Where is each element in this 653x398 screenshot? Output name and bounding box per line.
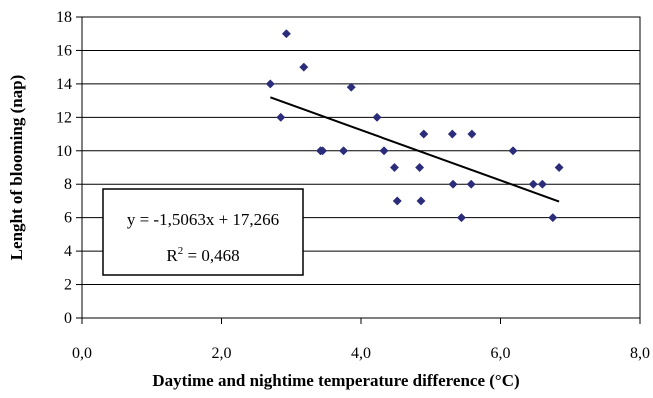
data-point bbox=[379, 146, 389, 156]
y-tick-label: 16 bbox=[56, 42, 72, 59]
x-tick-label: 0,0 bbox=[72, 345, 92, 362]
y-tick-label: 12 bbox=[56, 109, 72, 126]
data-point bbox=[466, 179, 476, 189]
data-point bbox=[318, 146, 328, 156]
y-tick-label: 2 bbox=[64, 277, 72, 294]
data-point bbox=[389, 162, 400, 173]
y-tick-label: 0 bbox=[64, 310, 72, 327]
data-point bbox=[554, 162, 564, 173]
y-tick-label: 8 bbox=[64, 176, 72, 193]
y-axis-title: Lenght of blooming (nap) bbox=[7, 75, 26, 261]
y-tick-label: 18 bbox=[56, 9, 72, 26]
y-tick-label: 6 bbox=[64, 210, 72, 227]
data-point bbox=[528, 179, 538, 189]
equation-box-frame bbox=[102, 188, 304, 276]
x-tick-label: 2,0 bbox=[212, 345, 232, 362]
data-point bbox=[339, 146, 349, 156]
data-point bbox=[467, 129, 477, 139]
y-tick-label: 14 bbox=[56, 76, 72, 93]
data-points bbox=[265, 29, 564, 223]
data-point bbox=[372, 112, 382, 122]
data-point bbox=[276, 112, 286, 122]
equation-box: y = -1,5063x + 17,266 R2 = 0,468 bbox=[102, 188, 304, 276]
x-tick-label: 6,0 bbox=[491, 345, 511, 362]
x-axis-ticks: 0,0 2,0 4,0 6,0 8,0 bbox=[72, 318, 650, 362]
data-point bbox=[456, 213, 466, 223]
r-squared-superscript: 2 bbox=[178, 245, 184, 257]
x-tick-label: 8,0 bbox=[630, 345, 650, 362]
x-tick-label: 4,0 bbox=[351, 345, 371, 362]
r-squared-label: R2 = 0,468 bbox=[166, 245, 239, 265]
data-point bbox=[416, 196, 426, 206]
y-tick-label: 4 bbox=[64, 243, 72, 260]
data-point bbox=[392, 196, 402, 206]
data-point bbox=[448, 179, 458, 189]
data-point bbox=[419, 129, 429, 139]
data-point bbox=[508, 146, 518, 156]
data-point bbox=[281, 29, 291, 39]
y-tick-label: 10 bbox=[56, 143, 72, 160]
r-squared-value: = 0,468 bbox=[183, 246, 239, 265]
y-axis-ticks: 0 2 4 6 8 10 12 14 16 18 bbox=[56, 9, 82, 327]
data-point bbox=[537, 179, 547, 189]
data-point bbox=[447, 129, 457, 139]
data-point bbox=[265, 79, 275, 89]
trendline bbox=[269, 96, 560, 203]
data-point bbox=[299, 62, 309, 72]
r-squared-prefix: R bbox=[166, 246, 178, 265]
x-axis-title: Daytime and nightime temperature differe… bbox=[152, 371, 519, 390]
data-point bbox=[415, 162, 425, 173]
data-point bbox=[346, 82, 356, 92]
trendline-equation: y = -1,5063x + 17,266 bbox=[127, 210, 279, 229]
data-point bbox=[548, 213, 558, 223]
